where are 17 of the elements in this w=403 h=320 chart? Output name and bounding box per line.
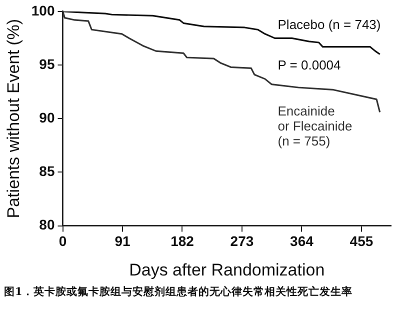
y-tick-label: 90 (39, 109, 55, 126)
y-tick-label: 95 (39, 56, 55, 72)
x-tick-label: 0 (58, 233, 67, 250)
x-tick-label: 273 (230, 233, 254, 250)
y-tick-label: 80 (39, 216, 55, 233)
x-tick-label: 91 (114, 233, 130, 250)
caption: 图1．英卡胺或氟卡胺组与安慰剂组患者的无心律失常相关性死亡发生率 (3, 285, 354, 299)
y-tick-label: 85 (39, 163, 55, 180)
series-label: Placebo (n = 743) (278, 16, 381, 32)
y-tick-label: 100 (31, 2, 55, 18)
x-tick-label: 455 (350, 233, 374, 250)
x-axis-title: Days after Randomization (129, 260, 325, 280)
x-tick-label: 364 (290, 233, 314, 250)
series-label: Encainide or Flecainide (n = 755) (278, 104, 352, 149)
annotation: P = 0.0004 (278, 58, 341, 73)
y-axis-title: Patients without Event (%) (4, 18, 23, 218)
x-tick-label: 182 (170, 233, 194, 250)
